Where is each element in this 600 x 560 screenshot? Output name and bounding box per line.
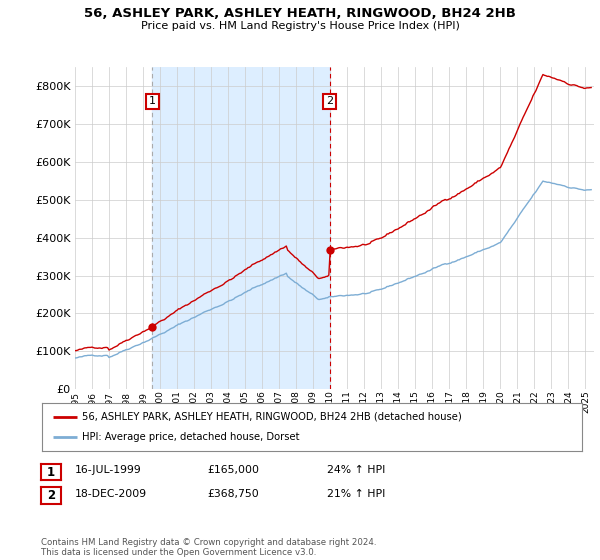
Text: £165,000: £165,000 bbox=[207, 465, 259, 475]
Text: 21% ↑ HPI: 21% ↑ HPI bbox=[327, 489, 385, 499]
Text: 1: 1 bbox=[149, 96, 156, 106]
Text: Price paid vs. HM Land Registry's House Price Index (HPI): Price paid vs. HM Land Registry's House … bbox=[140, 21, 460, 31]
Text: £368,750: £368,750 bbox=[207, 489, 259, 499]
Text: 24% ↑ HPI: 24% ↑ HPI bbox=[327, 465, 385, 475]
Text: 56, ASHLEY PARK, ASHLEY HEATH, RINGWOOD, BH24 2HB (detached house): 56, ASHLEY PARK, ASHLEY HEATH, RINGWOOD,… bbox=[83, 412, 462, 422]
Text: 18-DEC-2009: 18-DEC-2009 bbox=[75, 489, 147, 499]
Text: 1: 1 bbox=[47, 465, 55, 479]
Text: 56, ASHLEY PARK, ASHLEY HEATH, RINGWOOD, BH24 2HB: 56, ASHLEY PARK, ASHLEY HEATH, RINGWOOD,… bbox=[84, 7, 516, 20]
Bar bbox=[152, 67, 329, 389]
Text: HPI: Average price, detached house, Dorset: HPI: Average price, detached house, Dors… bbox=[83, 432, 300, 442]
Text: 2: 2 bbox=[47, 489, 55, 502]
Text: 2: 2 bbox=[326, 96, 333, 106]
Text: 16-JUL-1999: 16-JUL-1999 bbox=[75, 465, 142, 475]
Text: Contains HM Land Registry data © Crown copyright and database right 2024.
This d: Contains HM Land Registry data © Crown c… bbox=[41, 538, 376, 557]
